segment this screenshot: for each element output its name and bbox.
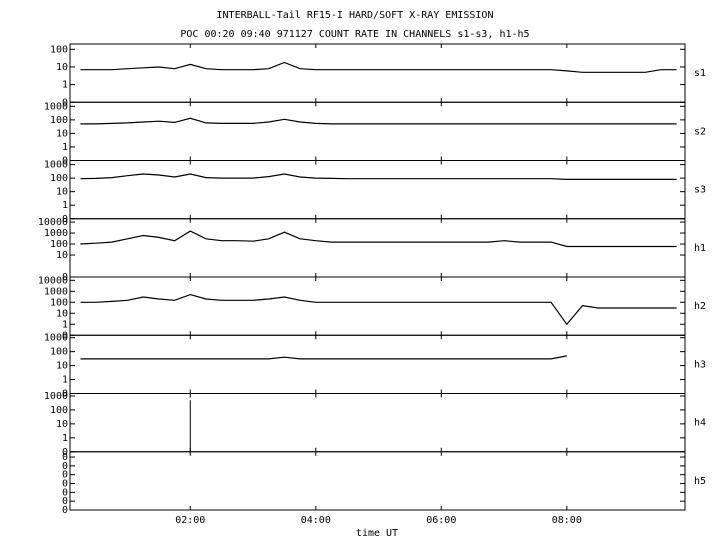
y-tick-label: 10 [56, 419, 68, 430]
y-tick-label: 0 [62, 447, 68, 458]
panel-label: h4 [694, 418, 706, 429]
data-line [80, 61, 677, 73]
chart-title: INTERBALL-Tail RF15-I HARD/SOFT X-RAY EM… [217, 10, 494, 21]
y-tick-label: 1 [62, 433, 68, 444]
y-tick-label: 1000 [44, 286, 68, 297]
y-tick-label: 100 [50, 297, 68, 308]
y-tick-label: 1000 [44, 228, 68, 239]
panel-label: h5 [694, 476, 706, 487]
y-tick-label: 0 [62, 452, 68, 463]
panel-label: s1 [694, 68, 706, 79]
data-line [80, 293, 677, 326]
y-tick-label: 10 [56, 128, 68, 139]
y-tick-label: 10000 [38, 275, 68, 286]
y-tick-label: 10 [56, 308, 68, 319]
y-tick-label: 0 [62, 461, 68, 472]
y-tick-label: 0 [62, 389, 68, 400]
y-tick-label: 100 [50, 239, 68, 250]
y-tick-label: 1 [62, 319, 68, 330]
y-tick-label: 0 [62, 496, 68, 507]
y-tick-label: 100 [50, 44, 68, 55]
y-tick-label: 100 [50, 347, 68, 358]
y-tick-label: 0 [62, 214, 68, 225]
data-line [80, 230, 677, 248]
y-tick-label: 10 [56, 250, 68, 261]
y-tick-label: 100 [50, 405, 68, 416]
data-line [80, 117, 677, 125]
y-tick-label: 0 [62, 479, 68, 490]
y-tick-label: 100 [50, 115, 68, 126]
y-tick-label: 1000 [44, 101, 68, 112]
data-line [80, 173, 677, 180]
y-tick-label: 0 [62, 156, 68, 167]
y-tick-label: 10000 [38, 217, 68, 228]
y-tick-label: 0 [62, 470, 68, 481]
panel-label: h1 [694, 243, 706, 254]
y-tick-label: 1 [62, 200, 68, 211]
panel-frame [69, 451, 686, 511]
y-tick-label: 1 [62, 375, 68, 386]
x-tick-label: 02:00 [175, 515, 205, 526]
x-tick-label: 04:00 [301, 515, 331, 526]
panel-label: h2 [694, 301, 706, 312]
y-tick-label: 0 [62, 330, 68, 341]
x-axis-label: time UT [356, 528, 398, 539]
y-tick-label: 100 [50, 173, 68, 184]
y-tick-label: 10 [56, 62, 68, 73]
y-tick-label: 0 [62, 272, 68, 283]
y-tick-label: 0 [62, 97, 68, 108]
y-tick-label: 0 [62, 487, 68, 498]
data-line [80, 355, 567, 360]
chart-subtitle: POC 00:20 09:40 971127 COUNT RATE IN CHA… [180, 29, 529, 40]
panel-label: h3 [694, 359, 706, 370]
y-tick-label: 1000 [44, 391, 68, 402]
y-tick-label: 0 [62, 505, 68, 516]
y-tick-label: 1000 [44, 333, 68, 344]
panel-label: s2 [694, 126, 706, 137]
panel-label: s3 [694, 185, 706, 196]
y-tick-label: 1 [62, 142, 68, 153]
y-tick-label: 10 [56, 187, 68, 198]
x-tick-label: 06:00 [426, 515, 456, 526]
x-tick-label: 08:00 [552, 515, 582, 526]
y-tick-label: 10 [56, 361, 68, 372]
y-tick-label: 1000 [44, 160, 68, 171]
y-tick-label: 1 [62, 80, 68, 91]
